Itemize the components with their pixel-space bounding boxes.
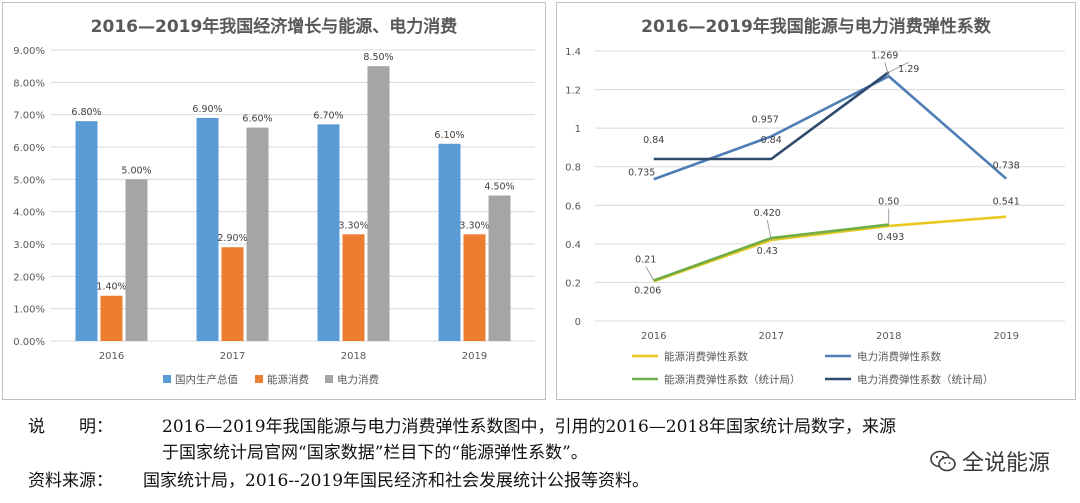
data-label: 3.30% (459, 220, 489, 231)
bar (438, 143, 461, 341)
series-line (653, 71, 890, 161)
data-label: 1.29 (898, 64, 919, 75)
y-tick-label: 0.2 (565, 278, 581, 289)
legend-label: 电力消费 (337, 373, 379, 386)
note-label: 说 明： (28, 417, 113, 437)
data-label: 4.50% (484, 182, 514, 193)
legend-label: 能源消费 (267, 373, 309, 386)
bar (75, 121, 98, 341)
x-tick-label: 2019 (994, 331, 1019, 342)
data-label: 5.00% (121, 165, 151, 176)
watermark: 全说能源 (930, 445, 1050, 477)
wechat-icon (930, 450, 956, 472)
bar (100, 295, 123, 341)
y-tick-label: 0.4 (565, 240, 581, 251)
legend-swatch (325, 375, 333, 383)
data-label: 0.50 (878, 197, 899, 208)
legend-label: 能源消费弹性系数（统计局） (664, 373, 801, 386)
legend-swatch (163, 375, 171, 383)
data-label: 6.80% (71, 107, 101, 118)
bar (317, 124, 340, 341)
bar (463, 234, 486, 341)
x-tick-label: 2016 (641, 331, 666, 342)
x-tick-label: 2018 (341, 351, 366, 362)
legend-swatch (255, 375, 263, 383)
data-label: 8.50% (363, 52, 393, 63)
y-tick-label: 1.00% (13, 305, 45, 316)
x-tick-label: 2018 (876, 331, 901, 342)
y-tick-label: 4.00% (13, 208, 45, 219)
y-tick-label: 0 (575, 317, 581, 328)
y-tick-label: 8.00% (13, 78, 45, 89)
source-label: 资料来源： (28, 471, 113, 491)
leader-line (888, 61, 909, 73)
bar-chart-panel: 2016—2019年我国经济增长与能源、电力消费 0.00% 1.00% 2.00%… (2, 2, 546, 400)
data-label: 0.420 (754, 208, 781, 219)
data-label: 6.10% (434, 130, 464, 141)
bar (367, 66, 390, 341)
x-tick-label: 2016 (99, 351, 124, 362)
series-line (653, 215, 1007, 283)
y-tick-label: 0.6 (565, 201, 581, 212)
data-label: 0.493 (877, 232, 904, 243)
data-label: 0.541 (993, 197, 1020, 208)
y-tick-label: 6.00% (13, 143, 45, 154)
line-chart-title: 2016—2019年我国能源与电力消费弹性系数 (641, 17, 991, 37)
leader-line (645, 266, 655, 281)
legend-label: 电力消费弹性系数 (857, 350, 941, 363)
data-label: 6.60% (242, 114, 272, 125)
bar (488, 195, 511, 341)
line-chart-panel: 2016—2019年我国能源与电力消费弹性系数 0 0.2 0.4 0.6 0.8 1 1.… (556, 2, 1076, 400)
y-tick-label: 3.00% (13, 240, 45, 251)
bar-chart: 0.00% 1.00% 2.00% 3.00% 4.00% 5.00% 6.00% 7.00%… (13, 46, 535, 386)
data-label: 6.90% (192, 104, 222, 115)
data-label: 0.957 (752, 114, 779, 125)
data-label: 0.735 (628, 167, 655, 178)
data-label: 0.43 (757, 246, 778, 257)
y-tick-label: 5.00% (13, 175, 45, 186)
bar (342, 234, 365, 341)
source-text: 国家统计局，2016--2019年国民经济和社会发展统计公报等资料。 (143, 471, 650, 491)
bar (246, 127, 269, 341)
data-label: 2.90% (217, 233, 247, 244)
x-tick-label: 2017 (759, 331, 784, 342)
leader-line (884, 62, 890, 77)
data-label: 1.40% (96, 282, 126, 293)
data-label: 0.206 (634, 285, 661, 296)
y-tick-label: 7.00% (13, 111, 45, 122)
note-text-line2: 于国家统计局官网“国家数据”栏目下的“能源弹性系数”。 (162, 443, 588, 463)
x-tick-label: 2017 (220, 351, 245, 362)
y-tick-label: 0.00% (13, 337, 45, 348)
data-label: 0.84 (643, 135, 664, 146)
y-tick-label: 1.4 (565, 47, 581, 58)
legend-label: 国内生产总值 (175, 373, 238, 386)
bar (196, 117, 219, 342)
watermark-text: 全说能源 (961, 451, 1050, 476)
bar (221, 247, 244, 341)
x-tick-label: 2019 (462, 351, 487, 362)
y-tick-label: 2.00% (13, 272, 45, 283)
legend-label: 能源消费弹性系数 (664, 350, 748, 363)
data-label: 3.30% (338, 220, 368, 231)
data-label: 0.84 (761, 135, 782, 146)
data-label: 6.70% (313, 110, 343, 121)
data-label: 0.738 (993, 161, 1020, 172)
y-tick-label: 1 (575, 124, 581, 135)
line-chart: 0 0.2 0.4 0.6 0.8 1 1.2 1.4 2016 2017 2018 2019 0.20… (565, 47, 1065, 386)
legend-label: 电力消费弹性系数（统计局） (857, 373, 994, 386)
note-text-line1: 2016—2019年我国能源与电力消费弹性系数图中，引用的2016—2018年国… (162, 417, 897, 437)
bar (125, 179, 148, 341)
data-label: 1.269 (871, 50, 898, 61)
bar-chart-title: 2016—2019年我国经济增长与能源、电力消费 (90, 17, 458, 37)
y-tick-label: 1.2 (565, 86, 581, 97)
y-tick-label: 0.8 (565, 163, 581, 174)
leader-line (766, 219, 772, 241)
y-tick-label: 9.00% (13, 46, 45, 57)
data-label: 0.21 (635, 255, 656, 266)
